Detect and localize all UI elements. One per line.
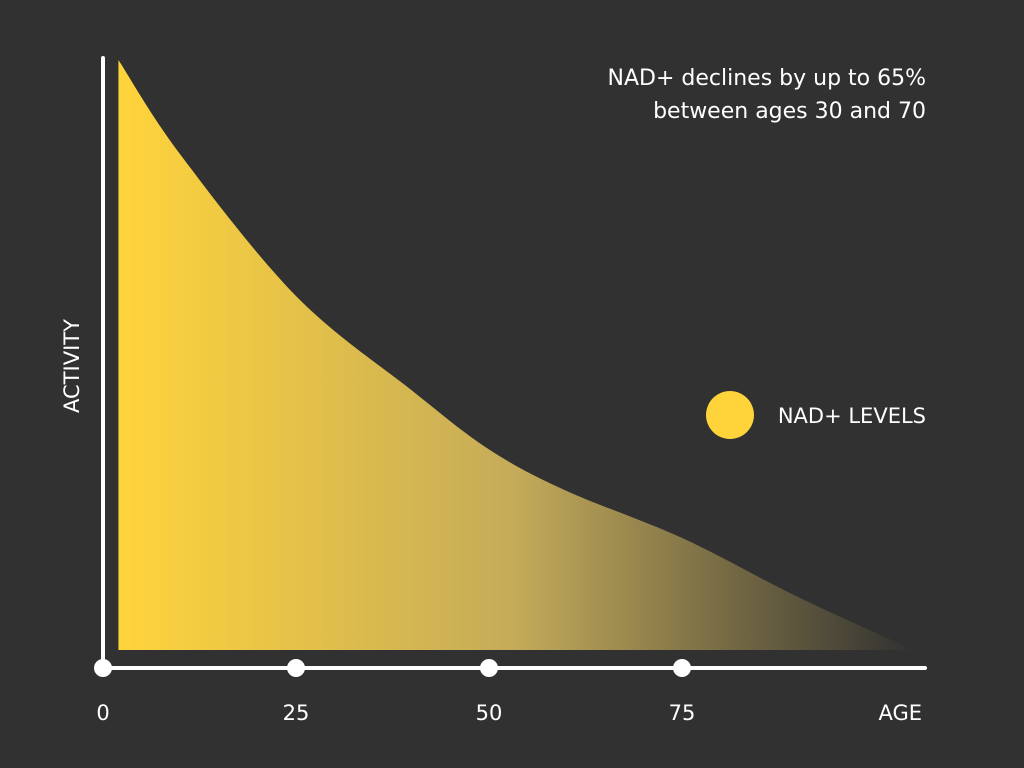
- y-axis-label: ACTIVITY: [60, 319, 84, 413]
- annotation-line-1: NAD+ declines by up to 65%: [608, 66, 926, 91]
- legend-label: NAD+ LEVELS: [778, 404, 926, 428]
- x-tick-marker: [287, 659, 305, 677]
- annotation-line-2: between ages 30 and 70: [653, 99, 926, 124]
- legend-swatch: [706, 391, 754, 439]
- nad-levels-area: [118, 60, 914, 650]
- x-tick-label: 0: [96, 701, 109, 725]
- x-tick-label: 25: [283, 701, 310, 725]
- x-tick-marker: [94, 659, 112, 677]
- x-tick-label: 75: [669, 701, 696, 725]
- x-tick-label: 50: [476, 701, 503, 725]
- x-axis-label: AGE: [878, 701, 922, 725]
- x-tick-marker: [480, 659, 498, 677]
- x-tick-marker: [673, 659, 691, 677]
